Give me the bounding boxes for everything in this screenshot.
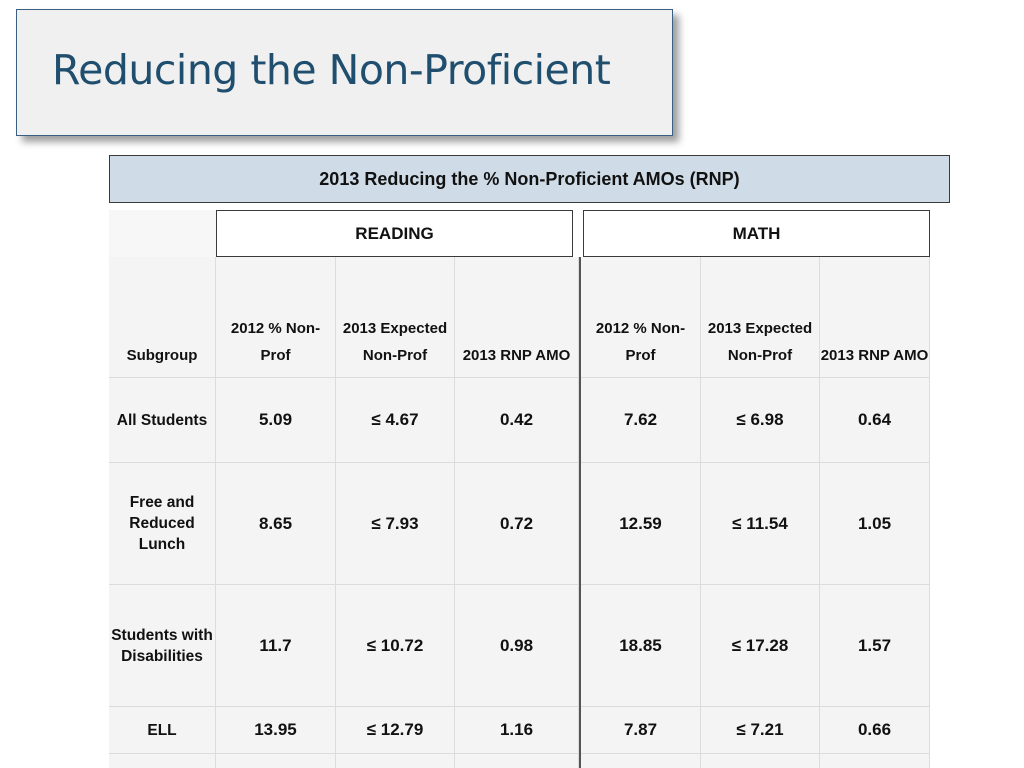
cell-reading-expected: ≤ 4.67: [336, 378, 455, 463]
row-subgroup: All Students: [109, 378, 216, 463]
cell-reading-expected: ≤ 10.72: [336, 585, 455, 707]
cell-reading-amo: 0.98: [455, 585, 579, 707]
col-header-reading-expected: 2013 Expected Non-Prof: [336, 257, 455, 378]
group-header-spacer: [109, 210, 216, 257]
col-header-reading-amo: 2013 RNP AMO: [455, 257, 579, 378]
cell-reading-2012: 13.95: [216, 707, 336, 754]
cell-reading-amo: [455, 754, 579, 768]
table-title: 2013 Reducing the % Non-Proficient AMOs …: [109, 155, 950, 203]
cell-reading-expected: [336, 754, 455, 768]
cell-math-2012: [581, 754, 701, 768]
cell-reading-expected: ≤ 7.93: [336, 463, 455, 585]
cell-math-expected: ≤ 6.98: [701, 378, 820, 463]
cell-math-amo: 0.66: [820, 707, 930, 754]
cell-reading-2012: 8.65: [216, 463, 336, 585]
cell-math-amo: 1.57: [820, 585, 930, 707]
slide-title: Reducing the Non-Proficient: [52, 46, 611, 94]
cell-math-2012: 18.85: [581, 585, 701, 707]
cell-math-amo: 1.05: [820, 463, 930, 585]
cell-math-amo: 0.64: [820, 378, 930, 463]
cell-math-expected: ≤ 11.54: [701, 463, 820, 585]
row-subgroup: Free and Reduced Lunch: [109, 463, 216, 585]
group-header-math: MATH: [583, 210, 930, 257]
col-header-math-expected: 2013 Expected Non-Prof: [701, 257, 820, 378]
cell-math-amo: [820, 754, 930, 768]
rnp-table: 2013 Reducing the % Non-Proficient AMOs …: [109, 155, 950, 768]
row-subgroup: Students with Disabilities: [109, 585, 216, 707]
cell-reading-amo: 0.72: [455, 463, 579, 585]
col-header-math-amo: 2013 RNP AMO: [820, 257, 930, 378]
cell-math-2012: 7.62: [581, 378, 701, 463]
cell-reading-2012: 11.7: [216, 585, 336, 707]
cell-math-expected: ≤ 17.28: [701, 585, 820, 707]
row-subgroup: ELL: [109, 707, 216, 754]
row-subgroup: [109, 754, 216, 768]
cell-reading-2012: [216, 754, 336, 768]
cell-math-expected: [701, 754, 820, 768]
slide-title-box: Reducing the Non-Proficient: [16, 9, 673, 136]
cell-math-2012: 12.59: [581, 463, 701, 585]
cell-reading-expected: ≤ 12.79: [336, 707, 455, 754]
cell-math-expected: ≤ 7.21: [701, 707, 820, 754]
col-header-math-2012: 2012 % Non-Prof: [581, 257, 701, 378]
cell-reading-2012: 5.09: [216, 378, 336, 463]
table-grid: Subgroup 2012 % Non-Prof 2013 Expected N…: [109, 257, 930, 768]
cell-reading-amo: 1.16: [455, 707, 579, 754]
col-header-reading-2012: 2012 % Non-Prof: [216, 257, 336, 378]
cell-reading-amo: 0.42: [455, 378, 579, 463]
col-header-subgroup: Subgroup: [109, 257, 216, 378]
group-header-reading: READING: [216, 210, 573, 257]
reading-math-divider: [579, 257, 581, 768]
cell-math-2012: 7.87: [581, 707, 701, 754]
